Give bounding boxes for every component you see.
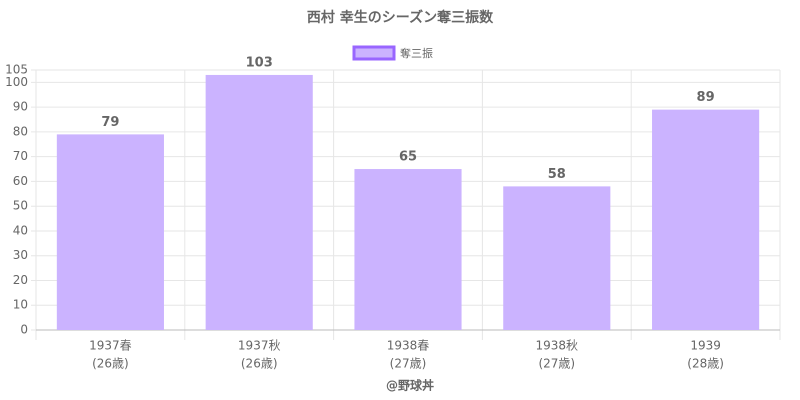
x-tick-label: 1937春 [89,339,132,353]
y-tick-label: 50 [13,199,28,213]
value-label: 103 [246,55,273,70]
x-tick-label: (27歳) [538,357,575,371]
y-tick-label: 80 [13,124,28,138]
y-tick-label: 40 [13,223,28,237]
bar [503,186,611,330]
bar [354,169,462,330]
value-label: 58 [548,167,566,182]
y-tick-label: 100 [5,75,28,89]
y-tick-label: 90 [13,100,28,114]
y-tick-label: 60 [13,174,28,188]
y-tick-label: 20 [13,273,28,287]
x-tick-label: (27歳) [390,357,427,371]
chart-title: 西村 幸生のシーズン奪三振数 [307,9,494,26]
x-tick-label: (26歳) [92,357,129,371]
x-tick-label: 1938春 [387,339,430,353]
legend-label: 奪三振 [400,46,433,60]
y-tick-label: 105 [5,63,28,77]
x-tick-label: (26歳) [241,357,278,371]
bar [205,74,313,330]
y-tick-label: 70 [13,149,28,163]
y-tick-label: 0 [20,323,28,337]
value-label: 89 [697,90,715,105]
credit: @野球丼 [386,378,434,393]
value-label: 65 [399,150,417,165]
y-tick-label: 10 [13,298,28,312]
x-tick-label: 1937秋 [238,339,281,353]
legend-swatch [352,45,396,61]
bar [652,109,760,330]
x-tick-label: 1938秋 [536,339,579,353]
y-tick-label: 30 [13,248,28,262]
bar [56,134,164,330]
x-tick-label: (28歳) [687,357,724,371]
value-label: 79 [101,115,119,130]
x-tick-label: 1939 [690,339,721,353]
